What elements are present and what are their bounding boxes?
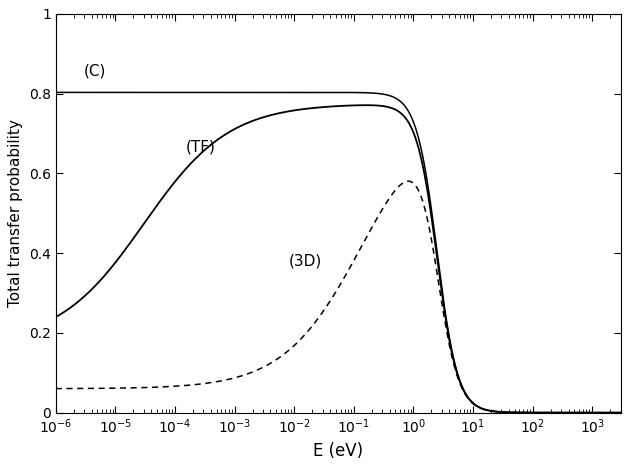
Text: (3D): (3D) <box>289 253 321 268</box>
Text: (C): (C) <box>84 64 106 79</box>
Y-axis label: Total transfer probability: Total transfer probability <box>8 119 23 307</box>
X-axis label: E (eV): E (eV) <box>313 442 364 460</box>
Text: (TF): (TF) <box>186 139 215 154</box>
